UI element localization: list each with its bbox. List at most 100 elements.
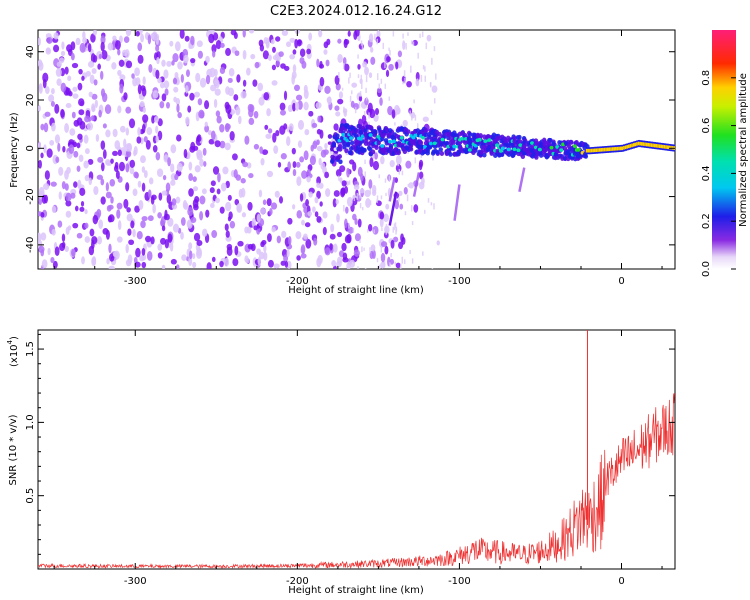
sparse-dot xyxy=(357,266,359,269)
noise-blob xyxy=(257,82,264,92)
signal-core xyxy=(537,147,542,152)
noise-blob xyxy=(185,85,189,94)
noise-blob xyxy=(88,245,95,256)
noise-blob xyxy=(40,212,45,218)
tone-core xyxy=(623,146,626,150)
noise-blob xyxy=(49,139,55,146)
noise-blob xyxy=(126,213,133,222)
noise-blob xyxy=(371,189,377,196)
noise-blob xyxy=(375,36,381,44)
noise-blob xyxy=(58,191,62,200)
noise-blob xyxy=(119,125,126,133)
noise-blob xyxy=(225,86,231,95)
noise-blob xyxy=(380,156,385,165)
noise-blob xyxy=(138,199,144,210)
noise-blob xyxy=(320,149,327,158)
noise-blob xyxy=(76,232,83,239)
sparse-dot xyxy=(403,70,406,78)
signal-core xyxy=(500,146,505,151)
noise-blob xyxy=(263,92,270,101)
noise-blob xyxy=(287,161,291,171)
noise-blob xyxy=(211,230,218,239)
noise-blob xyxy=(304,129,310,136)
noise-blob xyxy=(57,220,63,228)
noise-blob xyxy=(43,122,49,133)
noise-blob xyxy=(205,209,210,218)
spectrogram-heatmap xyxy=(38,30,675,269)
noise-blob xyxy=(129,167,135,175)
noise-blob xyxy=(301,170,308,179)
noise-blob xyxy=(388,63,394,71)
noise-blob xyxy=(303,206,308,214)
noise-blob xyxy=(289,54,296,60)
noise-blob xyxy=(98,219,104,230)
signal-core xyxy=(483,139,488,143)
noise-blob xyxy=(312,206,316,213)
signal-blob xyxy=(355,128,360,134)
noise-blob xyxy=(236,203,243,213)
signal-core xyxy=(506,147,511,152)
noise-blob xyxy=(88,177,93,186)
noise-blob xyxy=(316,257,322,268)
signal-blob xyxy=(363,128,368,134)
noise-blob xyxy=(349,259,356,268)
noise-blob xyxy=(296,176,302,187)
noise-blob xyxy=(201,188,207,195)
noise-blob xyxy=(68,90,73,97)
sparse-dot xyxy=(410,40,413,45)
signal-blob xyxy=(327,134,333,139)
noise-blob xyxy=(344,186,349,194)
noise-blob xyxy=(374,152,378,160)
signal-core xyxy=(477,137,482,142)
noise-blob xyxy=(357,218,362,228)
noise-blob xyxy=(134,205,140,213)
noise-blob xyxy=(54,134,61,144)
noise-blob xyxy=(226,246,233,256)
sparse-dot xyxy=(369,188,372,195)
y-tick-label: -20 xyxy=(25,188,36,204)
noise-blob xyxy=(59,242,66,252)
sparse-dot xyxy=(403,259,406,265)
tone-core xyxy=(618,146,621,151)
y-tick-label: 1.5 xyxy=(25,341,36,357)
noise-blob xyxy=(79,42,86,53)
sparse-dot xyxy=(378,264,381,269)
noise-blob xyxy=(197,98,203,106)
x-tick-label: -200 xyxy=(286,576,309,587)
noise-blob xyxy=(322,211,328,219)
sparse-dot xyxy=(360,74,363,80)
noise-blob xyxy=(105,191,112,199)
noise-blob xyxy=(318,182,324,189)
noise-blob xyxy=(169,40,174,47)
noise-blob xyxy=(175,196,181,204)
noise-blob xyxy=(137,54,144,64)
signal-blob xyxy=(374,145,379,151)
noise-blob xyxy=(274,190,280,198)
sparse-dot xyxy=(376,199,378,204)
noise-blob xyxy=(395,262,401,269)
signal-blob xyxy=(542,142,547,148)
noise-blob xyxy=(190,216,197,224)
sparse-dot xyxy=(373,155,375,159)
noise-blob xyxy=(379,97,383,106)
noise-blob xyxy=(211,44,217,53)
noise-blob xyxy=(123,92,128,101)
noise-blob xyxy=(143,170,148,178)
noise-blob xyxy=(96,174,103,180)
sparse-dot xyxy=(424,209,426,214)
noise-blob xyxy=(140,155,146,164)
noise-blob xyxy=(64,122,70,133)
noise-blob xyxy=(324,85,331,94)
signal-blob xyxy=(348,146,354,152)
noise-blob xyxy=(223,257,230,267)
colorbar-tick-label: 0.0 xyxy=(701,261,712,277)
noise-blob xyxy=(110,158,114,164)
tone-core xyxy=(608,147,611,152)
signal-blob xyxy=(350,140,355,146)
tone-core xyxy=(605,147,608,152)
noise-blob xyxy=(308,32,313,41)
sparse-dot xyxy=(349,95,352,103)
signal-blob xyxy=(563,140,569,146)
sparse-dot xyxy=(430,110,433,115)
